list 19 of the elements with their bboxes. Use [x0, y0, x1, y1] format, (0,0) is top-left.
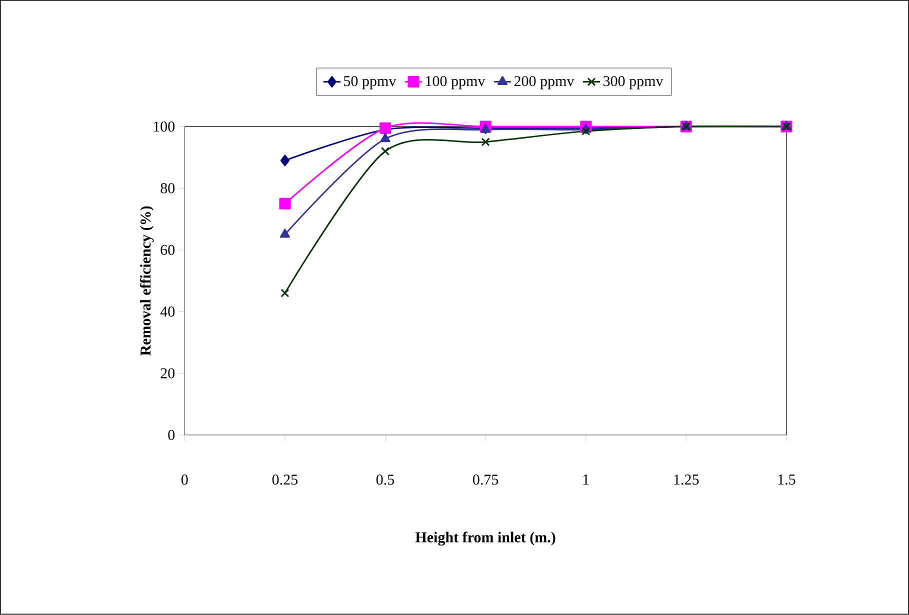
y-tick-label: 40	[160, 306, 175, 317]
legend-label: 300 ppmv	[603, 76, 664, 90]
x-tick-label: 1	[583, 474, 589, 485]
x-tick-label: 0.5	[376, 474, 394, 485]
y-axis-title: Removal efficiency (%)	[140, 206, 154, 356]
x-tick-label: 0.25	[272, 474, 298, 485]
x-axis-title: Height from inlet (m.)	[415, 532, 556, 546]
x-tick-label: 1.25	[674, 474, 699, 485]
x-tick-label: 1.5	[778, 474, 796, 485]
y-tick-label: 0	[168, 430, 175, 440]
legend-label: 200 ppmv	[514, 76, 574, 90]
y-tick-label: 20	[160, 368, 175, 379]
x-tick-label: 0.75	[472, 474, 498, 485]
y-tick-label: 80	[160, 183, 175, 194]
x-tick-label: 0	[181, 474, 188, 485]
legend-label: 50 ppmv	[344, 76, 396, 90]
y-tick-label: 60	[160, 245, 175, 256]
y-tick-label: 100	[154, 122, 175, 132]
legend-label: 100 ppmv	[426, 76, 486, 90]
